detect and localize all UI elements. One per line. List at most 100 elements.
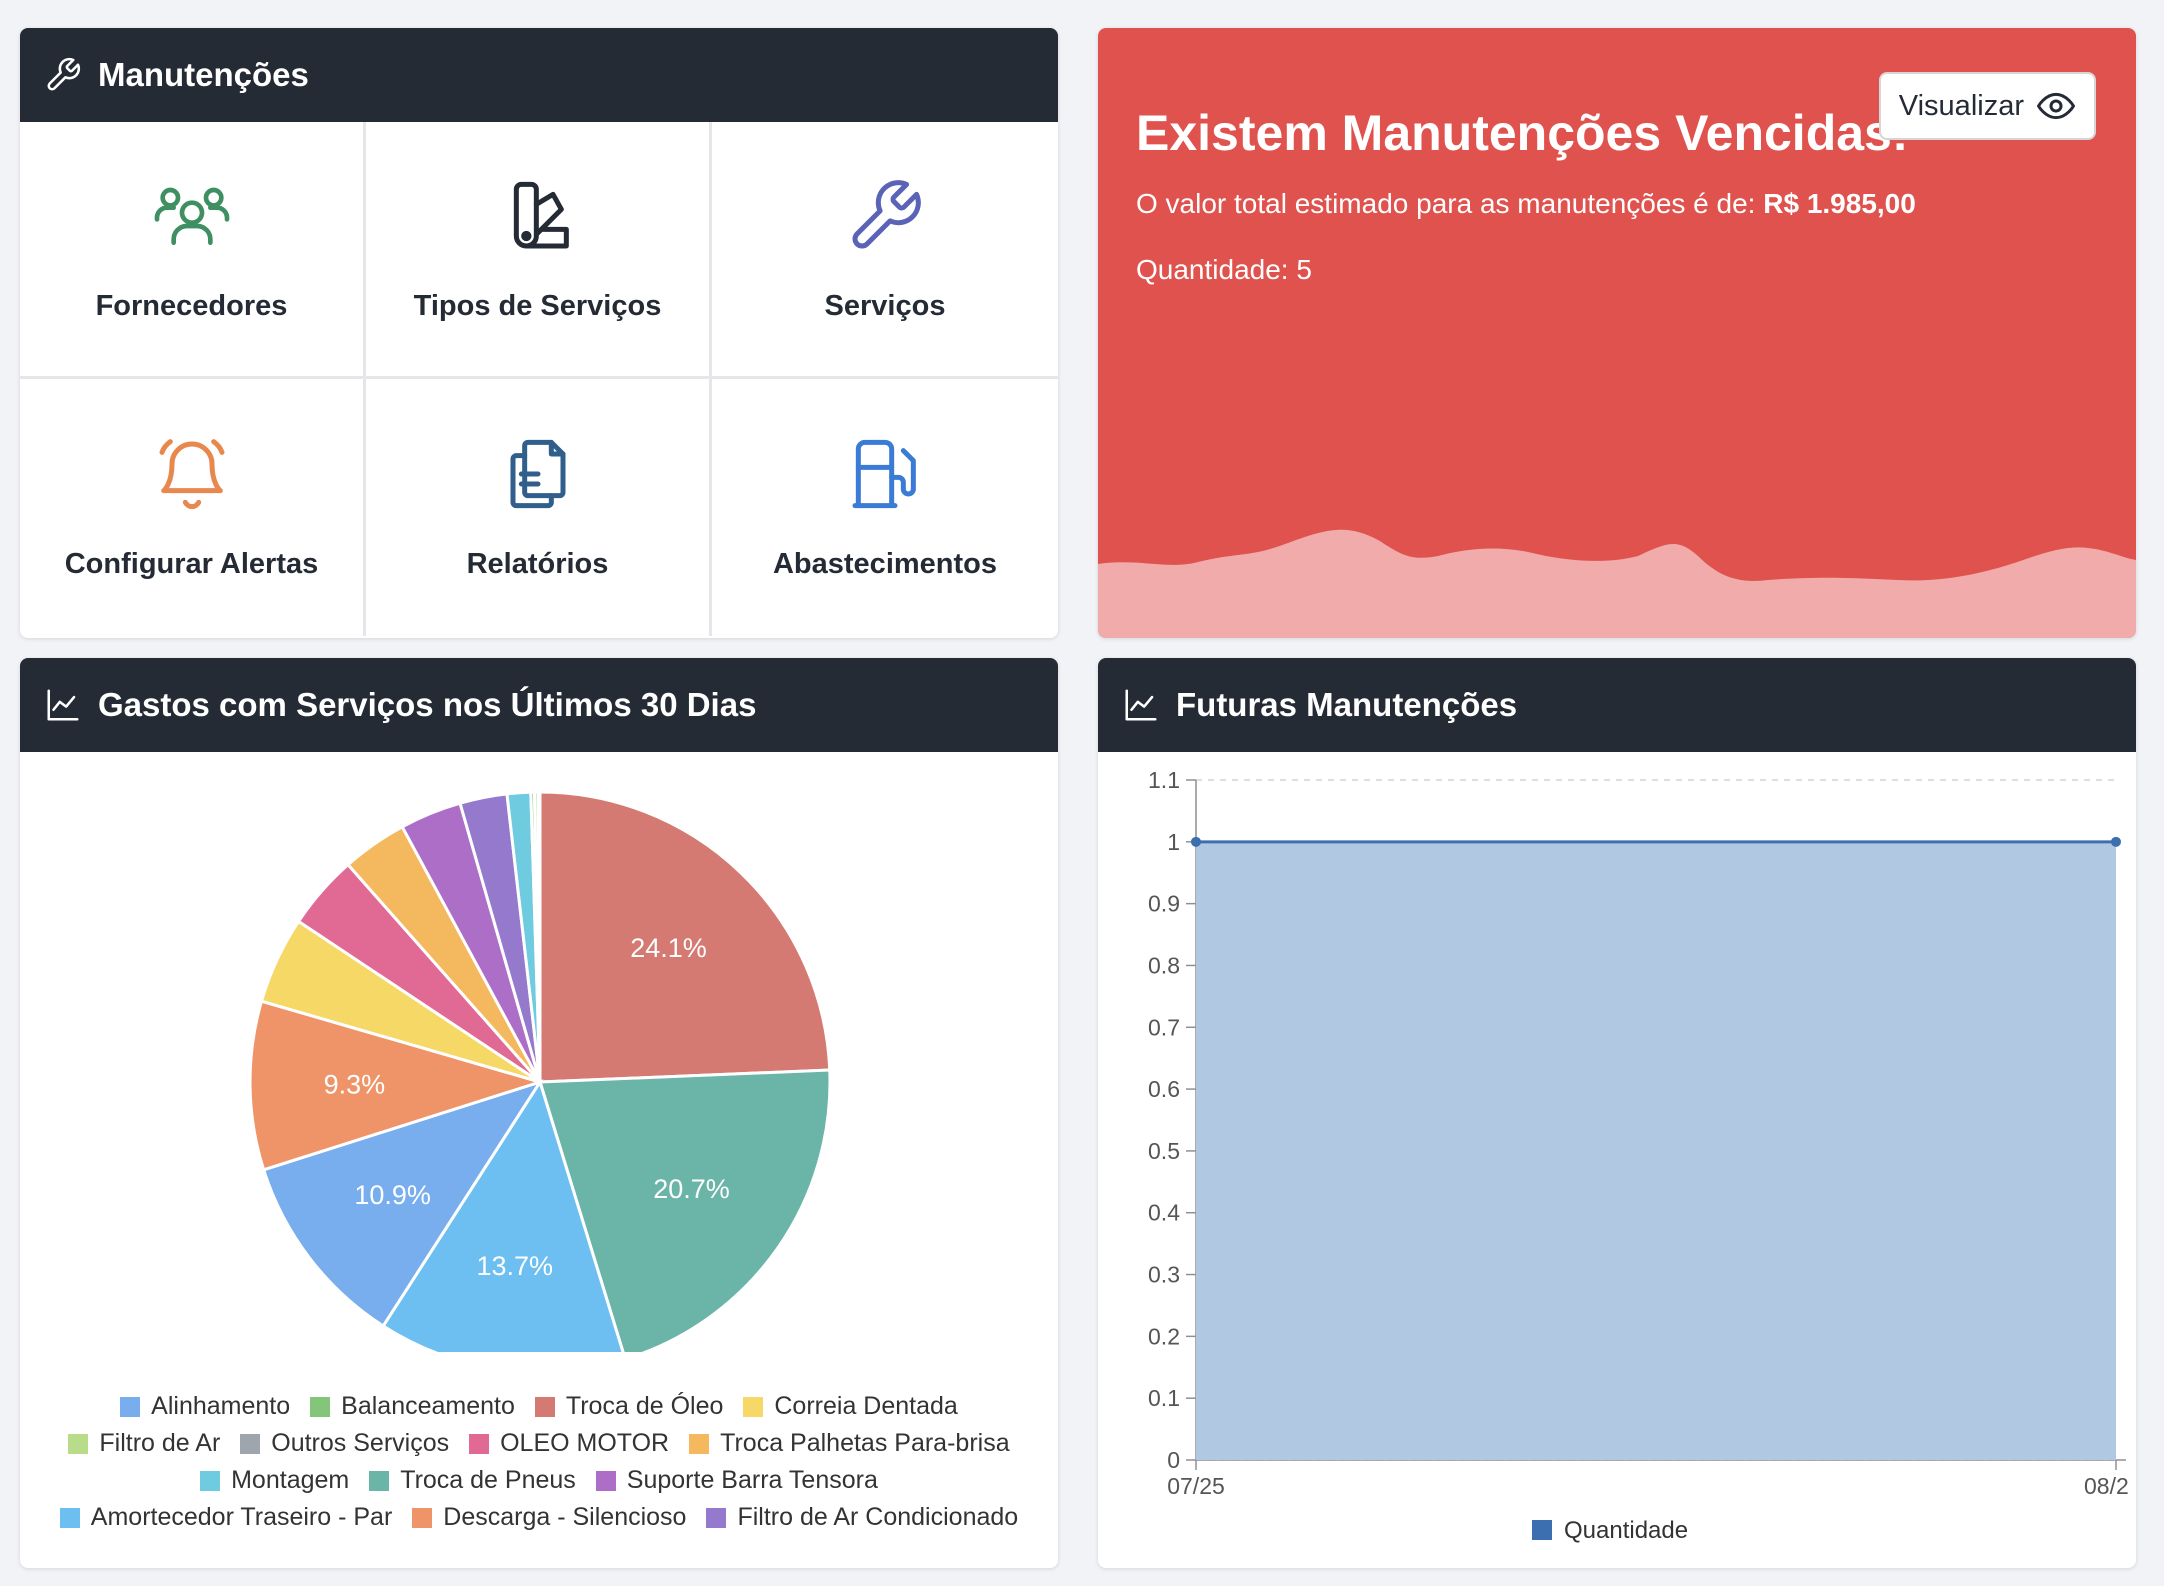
bell-icon	[159, 439, 224, 510]
legend-swatch	[1532, 1520, 1552, 1540]
legend-swatch	[200, 1470, 221, 1491]
future-title: Futuras Manutenções	[1176, 686, 1518, 723]
legend-item[interactable]: Balanceamento	[310, 1388, 515, 1425]
future-maintenance-card: Futuras Manutenções 0 0.1 0.2 0.3 0.4 0.5 0.6 0…	[1098, 658, 2136, 1568]
x-tick-label: 07/25	[1167, 1473, 1225, 1499]
y-tick-label: 1.1	[1148, 767, 1180, 793]
pie-slice[interactable]	[261, 1079, 544, 1329]
legend-label: Filtro de Ar Condicionado	[737, 1503, 1019, 1531]
tile-tipos-de-servicos[interactable]: Tipos de Serviços	[366, 122, 712, 379]
legend-row: Filtro de Ar Outros Serviços OLEO MOTOR Tro…	[20, 1425, 1058, 1462]
legend-label: Quantidade	[1564, 1517, 1688, 1544]
wave-decoration	[1098, 529, 2136, 638]
data-point[interactable]	[1191, 836, 1201, 847]
tile-label: Serviços	[824, 289, 946, 322]
alert-title: Existem Manutenções Vencidas!	[1136, 105, 1909, 161]
tile-servicos[interactable]: Serviços	[712, 122, 1058, 379]
maintenance-title: Manutenções	[98, 56, 309, 93]
swatch-book-icon	[513, 181, 569, 248]
legend-swatch	[689, 1433, 710, 1454]
spending-title: Gastos com Serviços nos Últimos 30 Dias	[98, 686, 757, 723]
alert-total-value: R$ 1.985,00	[1763, 188, 1916, 219]
legend-swatch	[68, 1433, 89, 1454]
pie-slice[interactable]	[537, 1068, 832, 1352]
legend-item[interactable]: Filtro de Ar	[68, 1425, 220, 1462]
y-tick-label: 0.4	[1148, 1200, 1180, 1226]
wrench-icon	[852, 179, 921, 248]
maintenance-header: Manutenções	[20, 28, 1058, 122]
legend-swatch	[706, 1507, 727, 1528]
future-area-chart: 0 0.1 0.2 0.3 0.4 0.5 0.6 0.7 0.8 0.9 1 1.1 07/25 08/…	[1148, 767, 2129, 1544]
area-legend[interactable]: Quantidade	[1532, 1517, 1688, 1544]
pie-slice[interactable]	[536, 790, 542, 1083]
view-button[interactable]: Visualizar	[1878, 72, 2096, 140]
legend-item[interactable]: Amortecedor Traseiro - Par	[59, 1499, 393, 1536]
data-point[interactable]	[2111, 836, 2121, 847]
line-chart-icon	[47, 689, 79, 721]
pie-slice-label: 20.7%	[653, 1174, 730, 1204]
legend-swatch	[743, 1396, 764, 1417]
wrench-icon	[47, 57, 81, 91]
y-tick-label: 1	[1167, 829, 1180, 855]
legend-item[interactable]: Troca de Pneus	[369, 1462, 576, 1499]
users-icon	[154, 187, 229, 245]
legend-swatch	[369, 1470, 390, 1491]
spending-card: Gastos com Serviços nos Últimos 30 Dias …	[20, 658, 1058, 1568]
spending-header: Gastos com Serviços nos Últimos 30 Dias	[20, 658, 1058, 752]
legend-item[interactable]: OLEO MOTOR	[469, 1425, 669, 1462]
legend-swatch	[120, 1396, 141, 1417]
y-tick-label: 0.1	[1148, 1385, 1180, 1411]
pie-legend: Alinhamento Balanceamento Troca de Óleo Cor…	[20, 1388, 1058, 1536]
legend-item[interactable]: Troca Palhetas Para-brisa	[689, 1425, 1010, 1462]
spending-pie-chart: 24.1% 20.7% 13.7% 10.9% 9.3%	[248, 790, 832, 1352]
legend-swatch	[595, 1470, 616, 1491]
overdue-alert-card: Existem Manutenções Vencidas! Visualizar…	[1098, 28, 2136, 638]
legend-label: Amortecedor Traseiro - Par	[90, 1503, 393, 1531]
maintenance-grid: Fornecedores Tipos de Serviços Serviços …	[20, 122, 1058, 636]
series-area	[1196, 841, 2116, 1460]
tile-label: Relatórios	[466, 548, 609, 580]
legend-label: Outros Serviços	[271, 1429, 450, 1457]
legend-label: Filtro de Ar	[99, 1429, 221, 1457]
documents-icon	[510, 439, 565, 509]
y-tick-label: 0.2	[1148, 1323, 1180, 1349]
legend-swatch	[469, 1433, 490, 1454]
view-button-label: Visualizar	[1898, 89, 2024, 122]
tile-label: Fornecedores	[95, 289, 288, 322]
legend-item[interactable]: Alinhamento	[120, 1388, 290, 1425]
alert-total-prefix: O valor total estimado para as manutençõ…	[1136, 188, 1764, 219]
legend-item[interactable]: Montagem	[200, 1462, 349, 1499]
tile-abastecimentos[interactable]: Abastecimentos	[712, 379, 1058, 636]
tile-relatorios[interactable]: Relatórios	[366, 379, 712, 636]
legend-item[interactable]: Outros Serviços	[240, 1425, 449, 1462]
future-header: Futuras Manutenções	[1098, 658, 2136, 752]
tile-label: Tipos de Serviços	[413, 289, 662, 322]
legend-item[interactable]: Troca de Óleo	[534, 1388, 723, 1425]
y-tick-label: 0.6	[1148, 1076, 1180, 1102]
legend-item[interactable]: Filtro de Ar Condicionado	[706, 1499, 1018, 1536]
legend-item[interactable]: Descarga - Silencioso	[412, 1499, 686, 1536]
legend-row: Amortecedor Traseiro - Par Descarga - Sil…	[20, 1499, 1058, 1536]
legend-item[interactable]: Correia Dentada	[743, 1388, 958, 1425]
y-tick-label: 0.3	[1148, 1262, 1180, 1288]
y-tick-label: 0.5	[1148, 1138, 1180, 1164]
tile-fornecedores[interactable]: Fornecedores	[20, 122, 366, 379]
tile-label: Abastecimentos	[772, 548, 997, 580]
pie-slice-label: 24.1%	[630, 933, 707, 963]
legend-label: Alinhamento	[151, 1392, 291, 1420]
pie-slice[interactable]	[538, 790, 832, 1084]
pie-slice[interactable]	[381, 1078, 625, 1352]
legend-label: Suporte Barra Tensora	[626, 1466, 878, 1494]
tile-configurar-alertas[interactable]: Configurar Alertas	[20, 379, 366, 636]
y-tick-label: 0	[1167, 1447, 1180, 1473]
pie-slice[interactable]	[248, 999, 546, 1172]
legend-label: OLEO MOTOR	[500, 1429, 670, 1457]
eye-icon	[2037, 92, 2075, 120]
y-tick-label: 0.9	[1148, 891, 1180, 917]
legend-swatch	[412, 1507, 433, 1528]
legend-label: Correia Dentada	[774, 1392, 958, 1420]
legend-item[interactable]: Suporte Barra Tensora	[595, 1462, 878, 1499]
legend-label: Montagem	[231, 1466, 350, 1494]
maintenance-card: Manutenções Fornecedores Tipos de Serviç…	[20, 28, 1058, 638]
x-tick-label: 08/2	[2084, 1473, 2129, 1499]
